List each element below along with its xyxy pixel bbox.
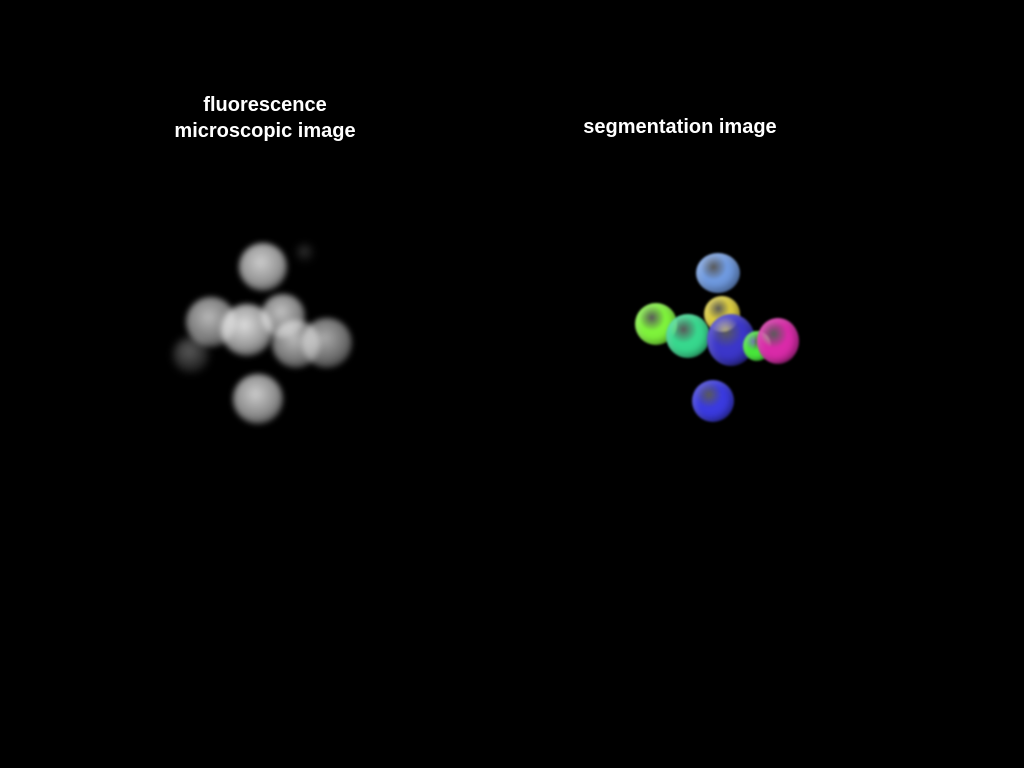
segmented-cell-blob	[696, 253, 740, 293]
fluorescence-cell-blob	[173, 337, 209, 373]
segmented-cell-blob	[666, 314, 710, 358]
fluorescence-cell-blob	[233, 374, 283, 424]
segmented-cell-blob	[757, 318, 799, 364]
segmented-cell-blob	[692, 380, 734, 422]
figure-canvas: fluorescence microscopic image segmentat…	[0, 0, 1024, 768]
right-panel-title: segmentation image	[550, 114, 810, 140]
fluorescence-cell-blob	[302, 318, 352, 368]
fluorescence-cell-blob	[239, 243, 287, 291]
left-panel-title: fluorescence microscopic image	[135, 92, 395, 144]
fluorescence-cell-blob	[296, 244, 314, 262]
